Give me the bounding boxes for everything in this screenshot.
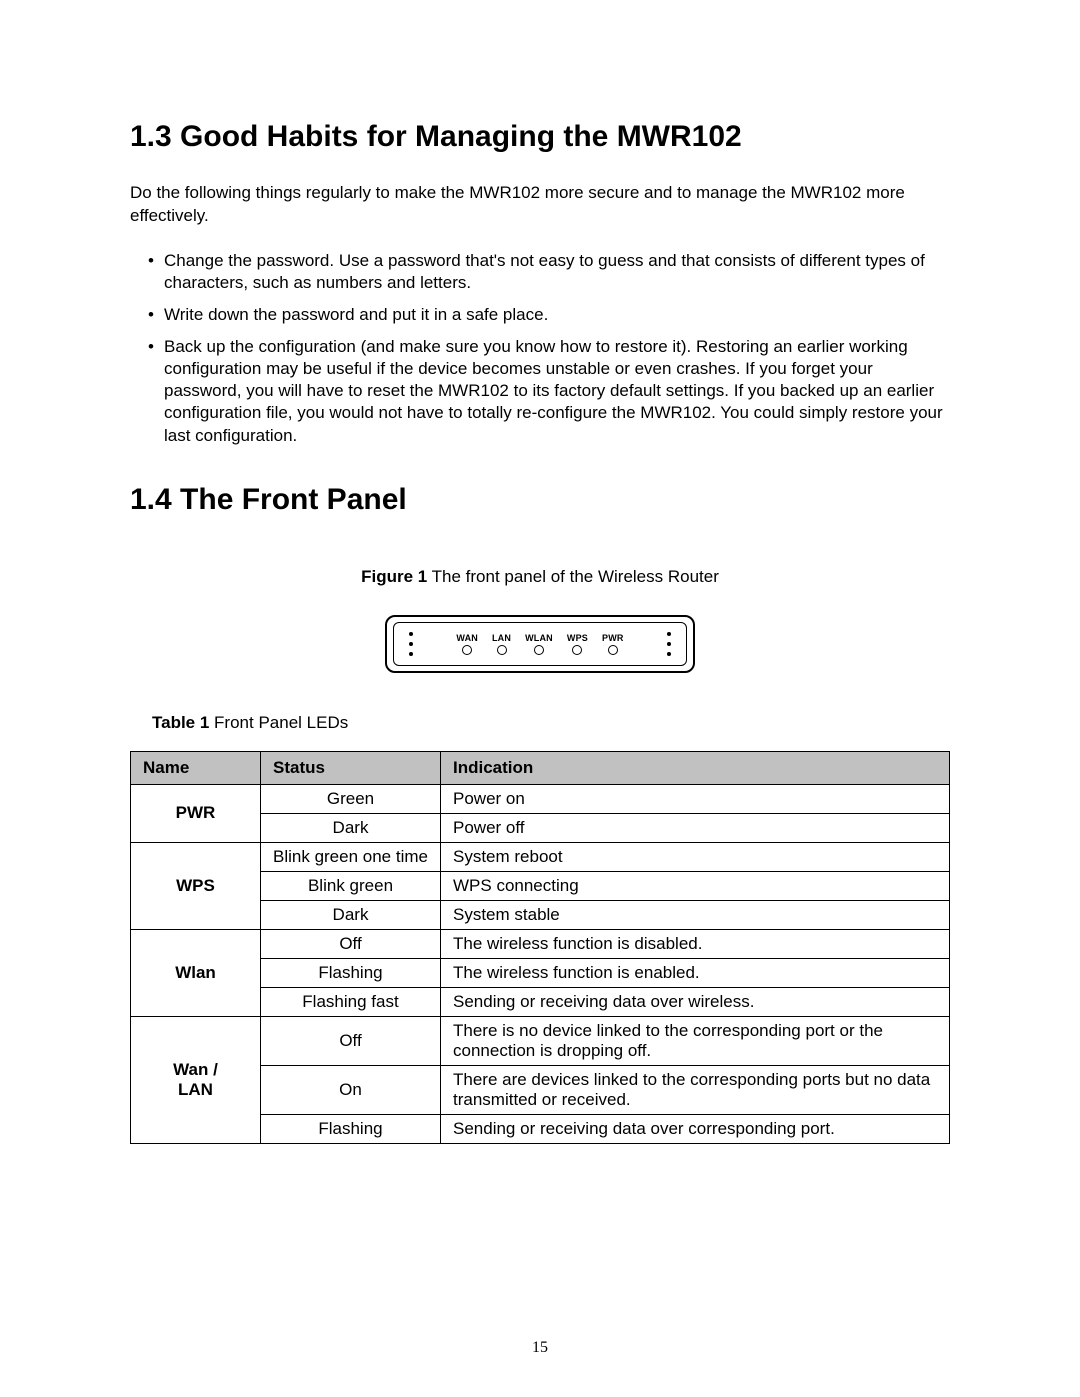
led-status-cell: Green [261,784,441,813]
router-led-wps: WPS [567,633,588,655]
table-row: PWRGreenPower on [131,784,950,813]
table-row: WlanOffThe wireless function is disabled… [131,929,950,958]
section-1-3-bullets: Change the password. Use a password that… [130,250,950,447]
router-side-dots-left [409,632,413,656]
led-indication-cell: Sending or receiving data over correspon… [441,1114,950,1143]
led-indication-cell: The wireless function is disabled. [441,929,950,958]
led-name-cell: Wlan [131,929,261,1016]
led-name-cell: PWR [131,784,261,842]
led-indication-cell: Sending or receiving data over wireless. [441,987,950,1016]
router-side-dots-right [667,632,671,656]
bullet-item: Back up the configuration (and make sure… [148,336,950,446]
figure-1-caption: Figure 1 The front panel of the Wireless… [130,567,950,587]
led-status-cell: Off [261,929,441,958]
col-name: Name [131,751,261,784]
section-1-3-intro: Do the following things regularly to mak… [130,182,950,228]
section-1-4-heading: 1.4 The Front Panel [130,483,950,517]
page-number: 15 [532,1339,548,1357]
led-circle-icon [497,645,507,655]
figure-text: The front panel of the Wireless Router [427,567,719,586]
led-circle-icon [462,645,472,655]
router-figure: WAN LAN WLAN WPS PWR [130,615,950,673]
led-indication-cell: System reboot [441,842,950,871]
led-status-cell: Flashing [261,1114,441,1143]
led-status-cell: Blink green one time [261,842,441,871]
led-circle-icon [534,645,544,655]
led-status-cell: Dark [261,900,441,929]
section-1-3-heading: 1.3 Good Habits for Managing the MWR102 [130,120,950,154]
led-name-cell: WPS [131,842,261,929]
bullet-item: Write down the password and put it in a … [148,304,950,326]
router-led-wan: WAN [456,633,478,655]
bullet-item: Change the password. Use a password that… [148,250,950,294]
led-indication-cell: There are devices linked to the correspo… [441,1065,950,1114]
table-text: Front Panel LEDs [209,713,348,732]
led-indication-cell: System stable [441,900,950,929]
led-status-cell: Blink green [261,871,441,900]
led-status-cell: Flashing [261,958,441,987]
led-indication-cell: WPS connecting [441,871,950,900]
table-row: WPSBlink green one timeSystem reboot [131,842,950,871]
router-led-pwr: PWR [602,633,624,655]
led-name-cell: Wan /LAN [131,1016,261,1143]
led-circle-icon [608,645,618,655]
table-1-caption: Table 1 Front Panel LEDs [152,713,950,733]
led-indication-cell: The wireless function is enabled. [441,958,950,987]
led-status-cell: Dark [261,813,441,842]
col-indication: Indication [441,751,950,784]
led-status-cell: On [261,1065,441,1114]
router-leds: WAN LAN WLAN WPS PWR [456,633,623,655]
led-indication-cell: Power off [441,813,950,842]
led-indication-cell: There is no device linked to the corresp… [441,1016,950,1065]
front-panel-led-table: Name Status Indication PWRGreenPower onD… [130,751,950,1144]
table-label: Table 1 [152,713,209,732]
router-led-lan: LAN [492,633,511,655]
router-body: WAN LAN WLAN WPS PWR [385,615,695,673]
figure-label: Figure 1 [361,567,427,586]
led-status-cell: Flashing fast [261,987,441,1016]
led-circle-icon [572,645,582,655]
table-header-row: Name Status Indication [131,751,950,784]
col-status: Status [261,751,441,784]
led-indication-cell: Power on [441,784,950,813]
router-led-wlan: WLAN [525,633,553,655]
table-row: Wan /LANOffThere is no device linked to … [131,1016,950,1065]
led-status-cell: Off [261,1016,441,1065]
